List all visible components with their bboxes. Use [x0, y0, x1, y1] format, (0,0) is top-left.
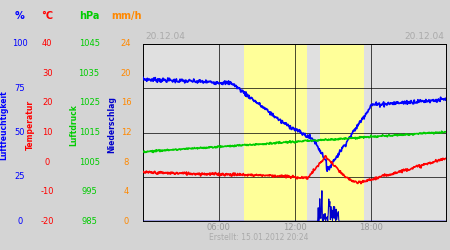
Text: 20: 20 [121, 69, 131, 78]
Text: Luftdruck: Luftdruck [69, 104, 78, 146]
Text: 20.12.04: 20.12.04 [404, 32, 444, 41]
Text: 75: 75 [14, 84, 25, 92]
Text: 12: 12 [121, 128, 131, 137]
Text: -20: -20 [40, 217, 54, 226]
Text: 30: 30 [42, 69, 53, 78]
Text: 4: 4 [123, 187, 129, 196]
Text: 1045: 1045 [79, 39, 99, 48]
Text: %: % [15, 11, 25, 21]
Text: 0: 0 [45, 158, 50, 166]
Text: 0: 0 [17, 217, 22, 226]
Text: 40: 40 [42, 39, 53, 48]
Text: Temperatur: Temperatur [26, 100, 35, 150]
Text: 10: 10 [42, 128, 53, 137]
Text: 1015: 1015 [79, 128, 99, 137]
Text: 20: 20 [42, 98, 53, 108]
Text: 24: 24 [121, 39, 131, 48]
Text: 100: 100 [12, 39, 27, 48]
Text: mm/h: mm/h [111, 11, 141, 21]
Text: 1005: 1005 [79, 158, 99, 166]
Text: 1035: 1035 [79, 69, 99, 78]
Bar [244, 44, 307, 221]
Text: °C: °C [41, 11, 53, 21]
Text: hPa: hPa [79, 11, 99, 21]
Text: -10: -10 [40, 187, 54, 196]
Text: 8: 8 [123, 158, 129, 166]
Text: 0: 0 [123, 217, 129, 226]
Text: Niederschlag: Niederschlag [107, 96, 116, 154]
Text: 1025: 1025 [79, 98, 99, 108]
Text: Erstellt: 15.01.2012 20:24: Erstellt: 15.01.2012 20:24 [209, 234, 308, 242]
Text: 16: 16 [121, 98, 131, 108]
Text: 50: 50 [14, 128, 25, 137]
Text: 995: 995 [81, 187, 97, 196]
Text: 20.12.04: 20.12.04 [145, 32, 185, 41]
Text: 985: 985 [81, 217, 97, 226]
Text: 25: 25 [14, 172, 25, 182]
Bar [320, 44, 364, 221]
Text: Luftfeuchtigkeit: Luftfeuchtigkeit [0, 90, 8, 160]
